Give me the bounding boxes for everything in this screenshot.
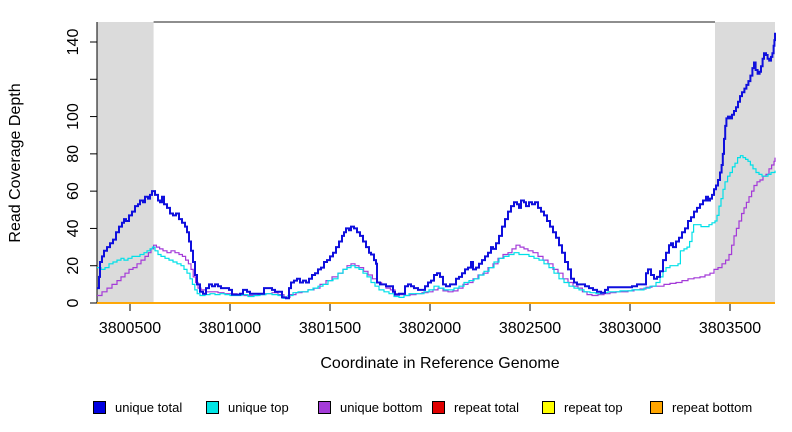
series-unique-bottom — [97, 157, 776, 298]
y-tick-label: 20 — [65, 257, 82, 275]
x-tick-label: 3801500 — [299, 320, 361, 337]
repeat-top-swatch-icon — [542, 400, 555, 414]
legend-item-unique-total: unique total — [93, 399, 182, 415]
y-tick-label: 40 — [65, 219, 82, 237]
y-tick-label: 140 — [65, 29, 82, 56]
legend-label: unique top — [228, 399, 289, 415]
y-tick-label: 0 — [65, 298, 82, 307]
legend-label: unique bottom — [340, 399, 423, 415]
legend-item-unique-bottom: unique bottom — [318, 399, 422, 415]
legend-item-repeat-bottom: repeat bottom — [650, 399, 752, 415]
x-axis-title: Coordinate in Reference Genome — [320, 355, 559, 372]
unique-top-swatch-icon — [206, 400, 219, 414]
y-tick-label: 100 — [65, 103, 82, 130]
x-tick-label: 3802500 — [499, 320, 561, 337]
legend-label: repeat top — [564, 399, 623, 415]
repeat-bottom-swatch-icon — [650, 400, 663, 414]
unique-bottom-swatch-icon — [318, 400, 331, 414]
y-tick-label: 60 — [65, 182, 82, 200]
unique-total-swatch-icon — [93, 400, 106, 414]
x-tick-label: 3803000 — [599, 320, 661, 337]
legend-label: repeat bottom — [672, 399, 753, 415]
legend-item-repeat-top: repeat top — [542, 399, 623, 415]
chart-legend: unique total unique top unique bottom re… — [0, 399, 792, 419]
series-unique-total — [97, 32, 776, 300]
legend-item-repeat-total: repeat total — [432, 399, 519, 415]
y-tick-label: 80 — [65, 145, 82, 163]
series-unique-top — [97, 155, 776, 299]
legend-label: unique total — [115, 399, 183, 415]
shaded-region — [97, 22, 154, 303]
y-axis-title: Read Coverage Depth — [7, 83, 24, 242]
x-tick-label: 3801000 — [199, 320, 261, 337]
legend-item-unique-top: unique top — [206, 399, 289, 415]
shaded-region — [715, 22, 775, 303]
x-tick-label: 3803500 — [699, 320, 761, 337]
repeat-total-swatch-icon — [432, 400, 445, 414]
legend-label: repeat total — [454, 399, 520, 415]
x-tick-label: 3802000 — [399, 320, 461, 337]
x-tick-label: 3800500 — [99, 320, 161, 337]
